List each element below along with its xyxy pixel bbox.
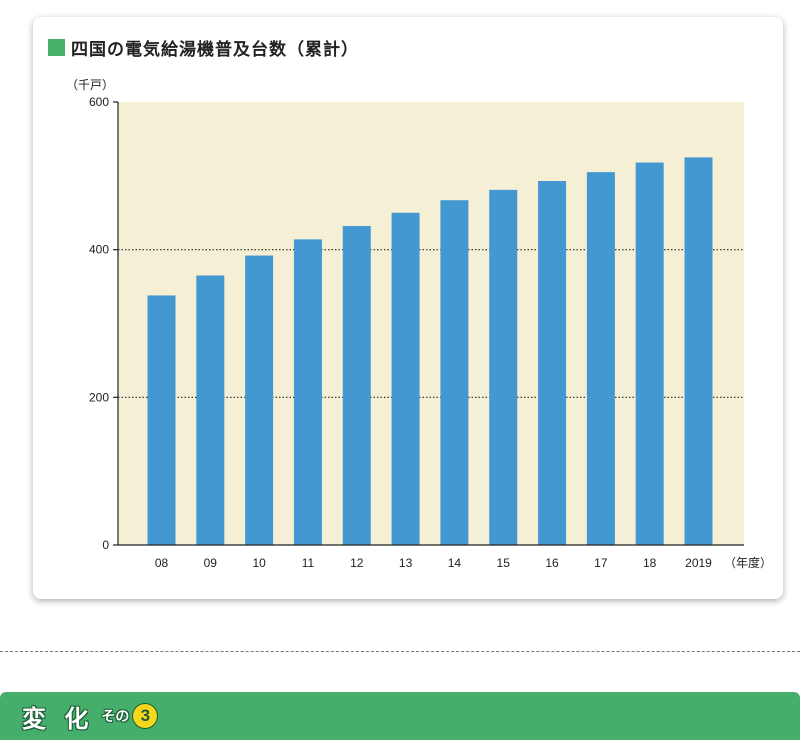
- bar: [538, 181, 567, 546]
- section-heading: 変 化: [22, 704, 94, 733]
- x-tick-label: 18: [643, 556, 657, 570]
- x-tick-label: 13: [399, 556, 413, 570]
- bar: [489, 189, 518, 545]
- section-number-badge: 3: [133, 704, 158, 728]
- section-subheading: その: [101, 709, 130, 725]
- bar: [196, 275, 225, 545]
- bar-chart: 0 200 400 600 08 09 10 11 12 13 14 15 16 17 18 2019 （千…: [66, 78, 772, 570]
- bars: [147, 157, 713, 546]
- section-header-bar: 変 化 その 3: [0, 692, 800, 740]
- x-tick-label: 2019: [685, 556, 712, 570]
- bar: [635, 162, 664, 545]
- x-tick-label: 12: [350, 556, 364, 570]
- bar: [391, 212, 420, 545]
- y-axis-unit-label: （千戸）: [66, 78, 114, 92]
- x-tick-label: 08: [155, 556, 169, 570]
- dashed-divider: [0, 651, 800, 652]
- y-tick-label: 200: [89, 390, 109, 404]
- x-tick-label: 10: [252, 556, 266, 570]
- bar: [684, 157, 713, 545]
- chart-title-text: 四国の電気給湯機普及台数（累計）: [71, 39, 359, 60]
- x-tick-label: 15: [497, 556, 511, 570]
- x-tick-labels: 08 09 10 11 12 13 14 15 16 17 18 2019: [155, 556, 712, 570]
- y-tick-label: 400: [89, 243, 109, 257]
- bar: [342, 226, 371, 546]
- bar: [147, 295, 176, 545]
- x-tick-label: 17: [594, 556, 608, 570]
- chart-title: 四国の電気給湯機普及台数（累計）: [48, 36, 359, 60]
- y-tick-label: 0: [102, 538, 109, 552]
- title-marker-square: [48, 38, 65, 56]
- x-tick-label: 16: [545, 556, 559, 570]
- x-tick-label: 14: [448, 556, 462, 570]
- x-axis-unit-label: （年度）: [724, 555, 772, 570]
- bar: [586, 172, 615, 545]
- x-tick-label: 11: [302, 556, 315, 570]
- bar: [440, 200, 469, 545]
- x-tick-label: 09: [204, 556, 218, 570]
- y-tick-labels: 0 200 400 600: [89, 95, 118, 552]
- bar: [245, 255, 274, 545]
- bar: [293, 239, 322, 545]
- y-tick-label: 600: [89, 95, 109, 109]
